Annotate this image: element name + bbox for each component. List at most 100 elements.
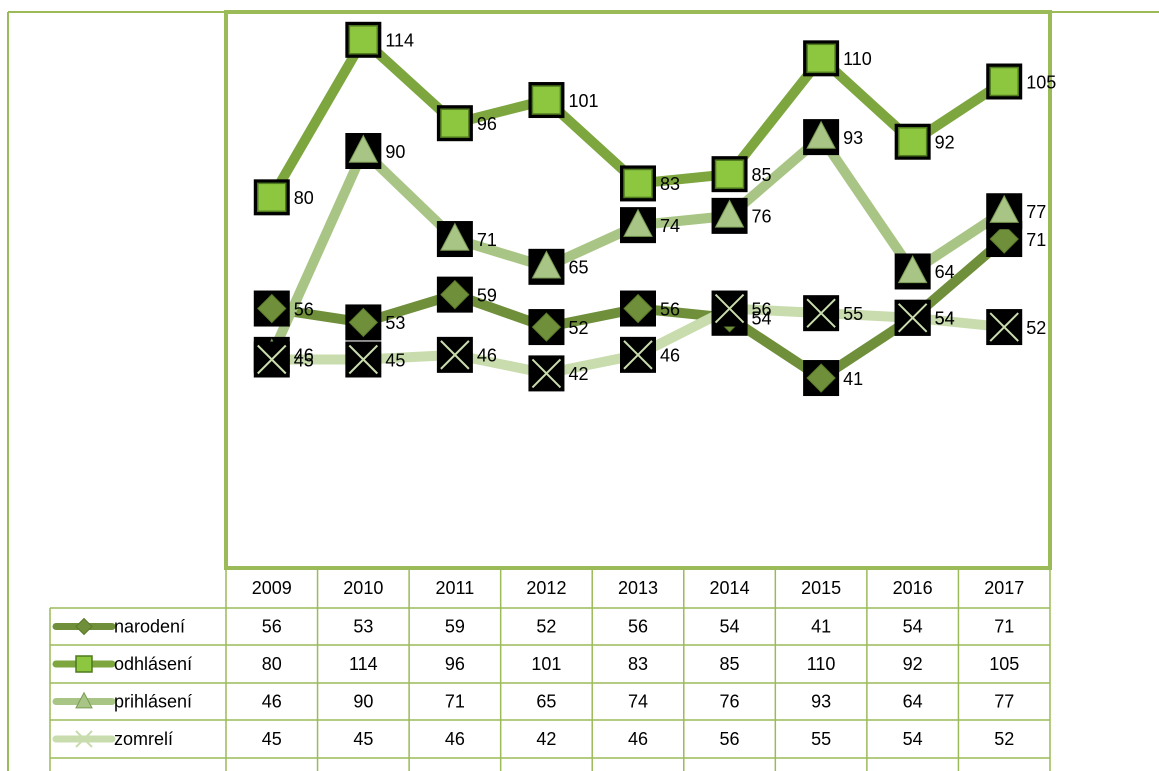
marker-shape — [440, 222, 470, 251]
data-label: 92 — [935, 132, 955, 152]
data-point — [620, 165, 656, 202]
data-point — [253, 290, 290, 327]
legend-label: odhlásení — [114, 654, 192, 674]
data-point — [711, 290, 748, 327]
x-tick-label: 2013 — [618, 578, 658, 598]
data-point — [620, 290, 656, 327]
marker-shape — [623, 340, 653, 370]
table-cell: 41 — [811, 616, 831, 636]
data-point — [345, 133, 382, 169]
x-tick-label: 2011 — [436, 578, 475, 598]
data-label: 105 — [1026, 72, 1056, 92]
data-label: 45 — [385, 350, 405, 370]
data-label: 96 — [477, 114, 497, 134]
marker-shape — [897, 303, 928, 333]
marker-shape — [989, 224, 1019, 254]
data-label: 52 — [1026, 318, 1046, 338]
marker-shape — [75, 655, 93, 673]
marker-shape — [806, 298, 836, 328]
table-cell: 76 — [720, 691, 740, 711]
marker-shape — [897, 126, 928, 157]
data-label: 56 — [752, 299, 772, 319]
data-label: 46 — [660, 346, 680, 366]
data-point — [711, 156, 748, 193]
marker-shape — [714, 159, 745, 189]
marker-shape — [623, 168, 653, 199]
plot-area — [224, 10, 1052, 570]
table-cell: 93 — [811, 691, 831, 711]
x-tick-label: 2017 — [984, 578, 1024, 598]
x-tick-label: 2016 — [893, 578, 933, 598]
data-point — [620, 207, 656, 244]
table-cell: 45 — [353, 729, 373, 749]
table-cell: 59 — [445, 616, 465, 636]
marker-shape — [531, 358, 562, 389]
legend-key — [52, 655, 116, 673]
data-label: 55 — [843, 304, 863, 324]
data-point — [986, 309, 1023, 346]
x-tick-label: 2015 — [801, 578, 841, 598]
data-label: 76 — [752, 207, 772, 227]
marker-shape — [75, 617, 93, 636]
data-point — [436, 105, 473, 142]
data-point — [436, 221, 473, 258]
data-label: 85 — [752, 165, 772, 185]
marker-shape — [531, 250, 562, 279]
data-label: 65 — [568, 258, 588, 278]
data-label: 114 — [385, 31, 414, 51]
table-cell: 55 — [811, 729, 831, 749]
legend-key — [52, 730, 116, 748]
table-cell: 110 — [807, 654, 836, 674]
x-tick-label: 2010 — [343, 578, 383, 598]
marker-shape — [348, 134, 379, 163]
table-cell: 52 — [994, 729, 1014, 749]
marker-shape — [989, 66, 1019, 97]
data-label: 77 — [1026, 202, 1046, 222]
table-cell: 46 — [445, 729, 465, 749]
table-cell: 105 — [989, 654, 1019, 674]
marker-shape — [257, 344, 287, 375]
table-cell: 90 — [353, 691, 373, 711]
marker-shape — [623, 293, 653, 324]
data-point — [253, 341, 290, 378]
marker-shape — [440, 108, 470, 138]
data-point — [894, 253, 931, 290]
marker-shape — [989, 312, 1019, 342]
table-cell: 71 — [445, 691, 465, 711]
marker-shape — [257, 293, 287, 324]
data-point — [436, 336, 473, 373]
data-label: 110 — [843, 49, 872, 69]
marker-shape — [623, 208, 653, 237]
table-cell: 74 — [628, 691, 648, 711]
marker-shape — [440, 340, 470, 370]
data-point — [345, 304, 382, 341]
table-cell: 56 — [262, 616, 282, 636]
data-point — [528, 82, 565, 119]
legend-label: zomrelí — [114, 729, 173, 749]
data-point — [803, 119, 840, 156]
data-point — [436, 276, 473, 313]
data-point — [803, 40, 840, 77]
data-point — [986, 193, 1023, 230]
x-tick-label: 2014 — [710, 578, 750, 598]
data-label: 41 — [843, 369, 863, 389]
data-point — [711, 197, 748, 234]
table-cell: 46 — [262, 691, 282, 711]
data-label: 64 — [935, 262, 955, 282]
table-cell: 77 — [994, 691, 1014, 711]
x-tick-label: 2012 — [526, 578, 566, 598]
table-cell: 46 — [628, 729, 648, 749]
table-cell: 101 — [531, 654, 561, 674]
table-cell: 96 — [445, 654, 465, 674]
data-label: 54 — [935, 309, 955, 329]
table-cell: 114 — [349, 654, 378, 674]
marker-shape — [806, 43, 836, 74]
table-cell: 65 — [536, 691, 556, 711]
data-label: 71 — [1026, 230, 1046, 250]
data-point — [528, 309, 565, 346]
table-cell: 52 — [536, 616, 556, 636]
data-label: 101 — [568, 91, 598, 111]
table-cell: 54 — [903, 616, 923, 636]
data-point — [345, 21, 382, 58]
